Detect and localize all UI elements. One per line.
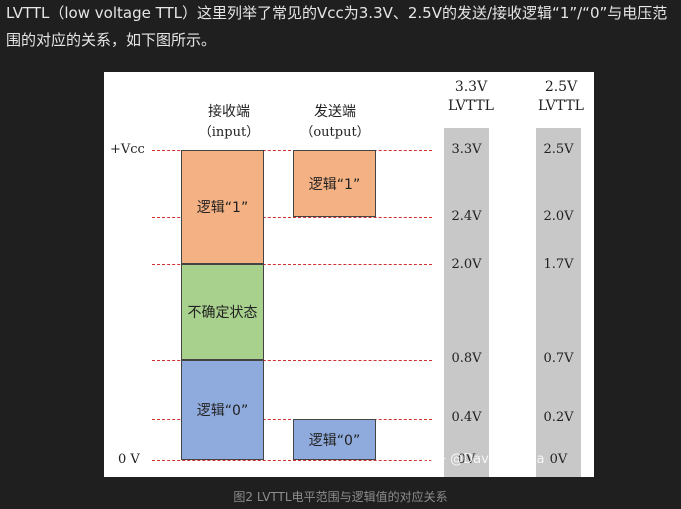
- col33-value: 3.3V: [451, 142, 482, 157]
- receiver-logic1-block: 逻辑“1”: [181, 150, 264, 264]
- receiver-logic0-block: 逻辑“0”: [181, 360, 264, 460]
- receiver-title: 接收端: [208, 104, 250, 120]
- line-voh: [152, 217, 432, 218]
- col25-title: 2.5V: [544, 79, 578, 95]
- sender-subtitle: （output）: [300, 125, 370, 140]
- col25-value: 0.2V: [543, 410, 574, 425]
- col33-subtitle: LVTTL: [448, 98, 494, 114]
- col25-value: 2.0V: [543, 209, 574, 224]
- receiver-undefined-block: 不确定状态: [181, 264, 264, 360]
- watermark: 知乎 @David Panda: [420, 452, 545, 467]
- vcc-label: +Vcc: [110, 142, 145, 157]
- col25-value: 0V: [549, 452, 568, 467]
- col33-title: 3.3V: [454, 79, 488, 95]
- col33-bar: [444, 128, 489, 477]
- col25-bar: [536, 128, 581, 477]
- sender-title: 发送端: [314, 104, 356, 120]
- col33-value: 0V: [457, 452, 476, 467]
- col33-value: 2.4V: [451, 209, 482, 224]
- sender-logic1-block: 逻辑“1”: [293, 150, 376, 217]
- col25-value: 1.7V: [543, 257, 574, 272]
- col25-value: 0.7V: [543, 351, 574, 366]
- intro-paragraph: LVTTL（low voltage TTL）这里列举了常见的Vcc为3.3V、2…: [6, 4, 668, 49]
- receiver-subtitle: （input）: [198, 125, 260, 140]
- figure-caption: 图2 LVTTL电平范围与逻辑值的对应关系: [233, 490, 448, 504]
- zero-label: 0 V: [118, 452, 140, 467]
- col25-value: 2.5V: [543, 142, 574, 157]
- line-vil: [152, 360, 432, 361]
- col25-subtitle: LVTTL: [538, 98, 584, 114]
- voltage-level-figure: 接收端 （input） 发送端 （output） 3.3V LVTTL 2.5V…: [104, 72, 594, 477]
- line-zero: [152, 460, 432, 461]
- line-vol: [152, 419, 432, 420]
- col33-value: 0.4V: [451, 410, 482, 425]
- sender-logic0-block: 逻辑“0”: [293, 419, 376, 460]
- line-vcc: [152, 150, 432, 151]
- col33-value: 0.8V: [451, 351, 482, 366]
- line-vih: [152, 264, 432, 265]
- col33-value: 2.0V: [451, 257, 482, 272]
